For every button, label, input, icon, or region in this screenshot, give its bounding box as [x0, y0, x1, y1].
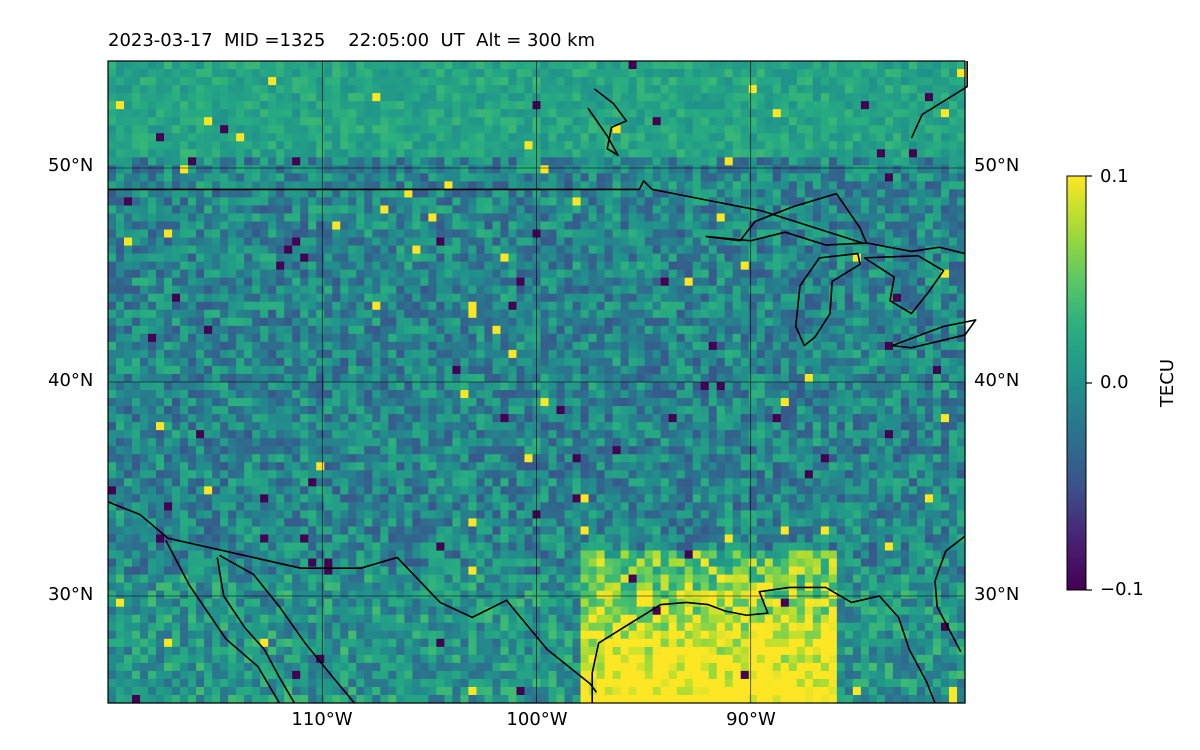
hudson-bay-coast: [910, 61, 968, 139]
colorbar: [1066, 175, 1087, 591]
lat-tick-label-left-40: 40°N: [48, 370, 94, 391]
colorbar-tick-label-min: −0.1: [1100, 579, 1144, 600]
sonora-coast: [219, 554, 356, 704]
heatmap-raster: [108, 61, 966, 704]
lat-tick-label-left-50: 50°N: [48, 155, 94, 176]
lon-tick-label-110w: 110°W: [291, 709, 353, 730]
lake-winnipeg: [587, 88, 628, 156]
atlantic-coastline: [934, 535, 966, 653]
baja-west-coast: [165, 539, 281, 704]
colorbar-tick-label-max: 0.1: [1100, 166, 1129, 187]
gulf-coastline: [591, 586, 936, 704]
canada-border-east: [866, 242, 966, 255]
lat-tick-label-right-40: 40°N: [974, 370, 1020, 391]
lake-huron: [863, 254, 945, 315]
lat-tick-label-left-30: 30°N: [48, 584, 94, 605]
colorbar-tick-label-zero: 0.0: [1100, 372, 1129, 393]
us-canada-border: [108, 180, 863, 244]
lon-tick-label-100w: 100°W: [506, 709, 568, 730]
coastlines-borders: [107, 61, 977, 704]
baja-gulf-coast: [216, 557, 296, 704]
lat-tick-label-right-50: 50°N: [974, 155, 1020, 176]
map-frame: [107, 60, 966, 704]
lake-michigan: [794, 252, 861, 347]
lake-erie: [891, 319, 977, 349]
lon-tick-label-90w: 90°W: [726, 709, 776, 730]
lat-tick-label-right-30: 30°N: [974, 584, 1020, 605]
chart-title: 2023-03-17 MID =1325 22:05:00 UT Alt = 3…: [108, 30, 596, 51]
colorbar-title: TECU: [1157, 358, 1178, 408]
map-gridlines: [108, 61, 965, 703]
lake-superior: [705, 192, 868, 246]
us-mexico-border: [107, 501, 598, 693]
